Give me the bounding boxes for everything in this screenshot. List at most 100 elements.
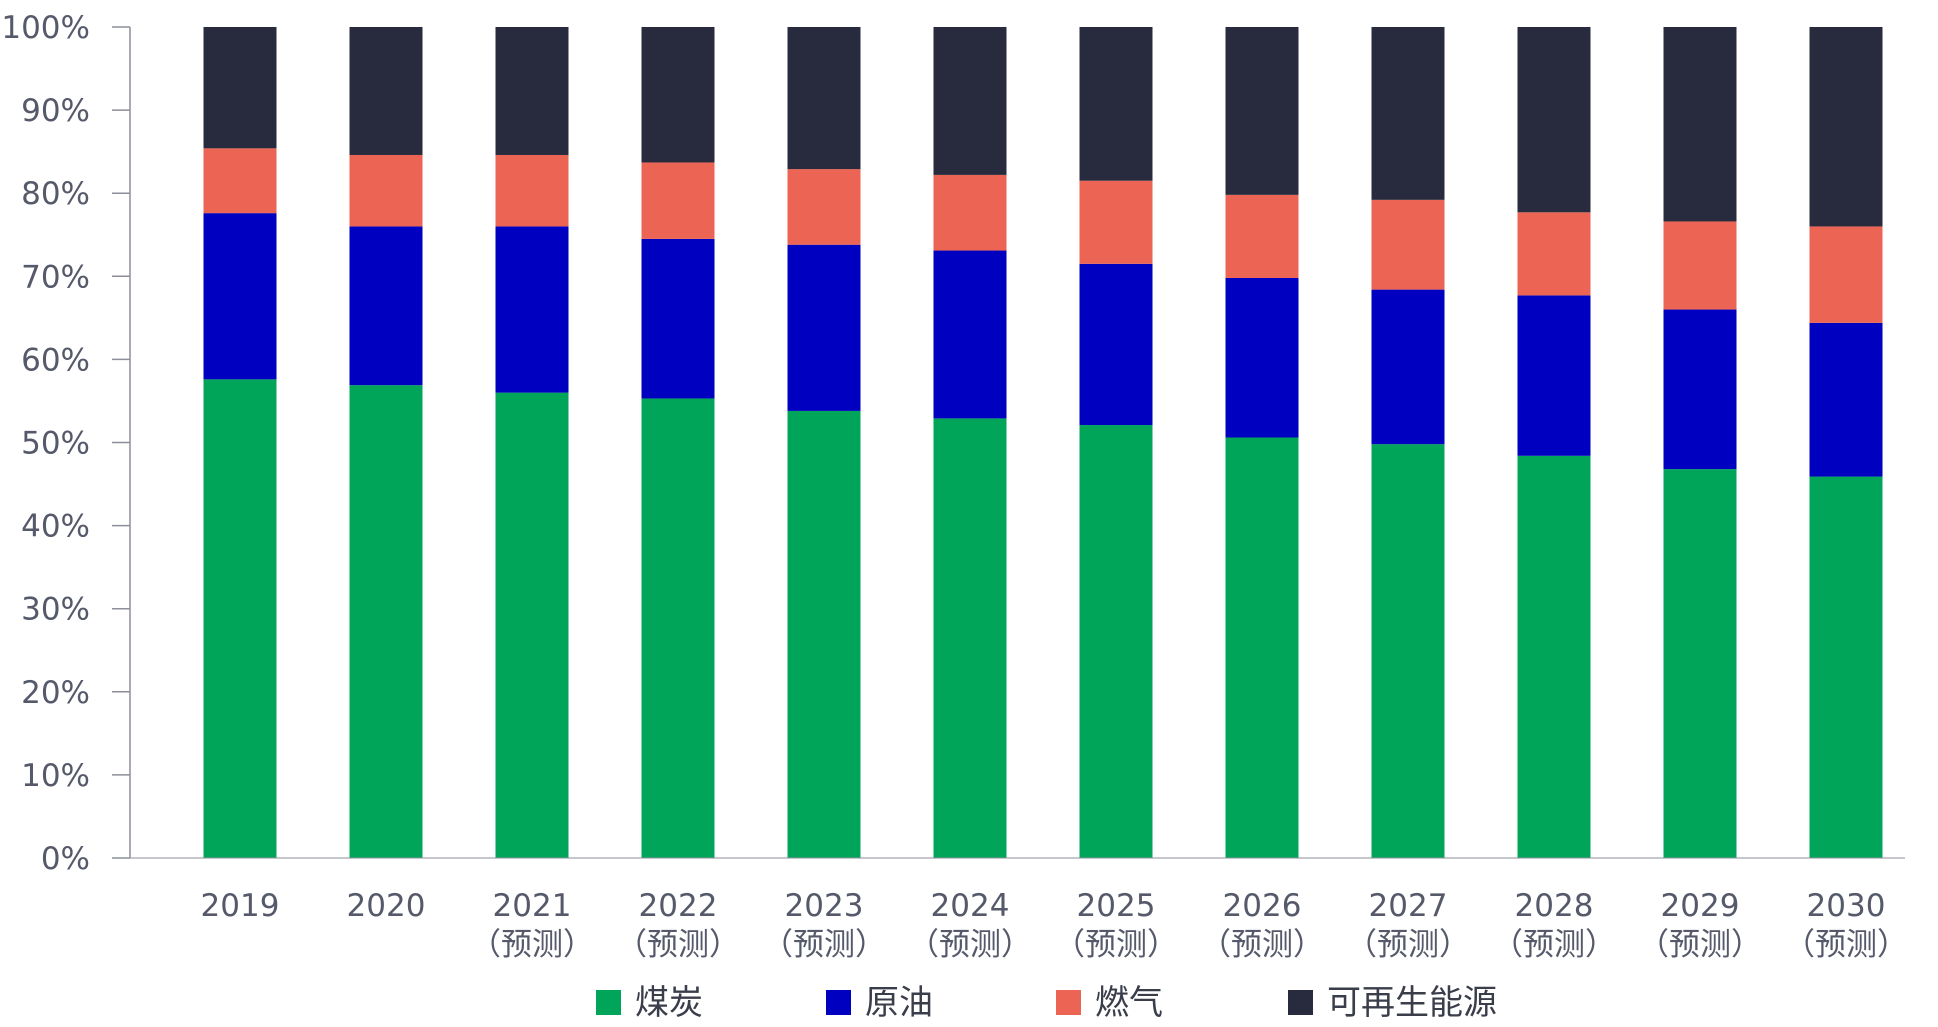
x-tick-label: 2028 (1515, 888, 1594, 924)
bar-segment-4 (1663, 27, 1737, 222)
y-tick-label: 60% (21, 342, 90, 378)
bar-segment-4 (349, 27, 423, 155)
bar-segment-3 (1809, 226, 1883, 323)
x-tick-sublabel: （预测） (1054, 927, 1178, 963)
bar-stack (349, 27, 423, 858)
bar-stack (787, 27, 861, 858)
legend-label: 燃气 (1095, 983, 1163, 1023)
bar-segment-4 (1225, 27, 1299, 195)
bar-stack (1079, 27, 1153, 858)
bar-segment-3 (1225, 194, 1299, 278)
bar-segment-3 (1079, 180, 1153, 264)
bar-segment-2 (1517, 295, 1591, 456)
bar-stack (1517, 27, 1591, 858)
bar-stack (1809, 27, 1883, 858)
bar-segment-1 (1225, 437, 1299, 858)
bar-segment-4 (641, 27, 715, 163)
x-tick-sublabel: （预测） (762, 927, 886, 963)
bar-segment-3 (349, 154, 423, 227)
y-tick-label: 0% (41, 841, 90, 877)
bar-segment-3 (933, 174, 1007, 251)
bar-segment-2 (1371, 289, 1445, 445)
y-axis: 0% 10% 20% 30% 40% 50% 60% 70% 80% 90% 100% (1, 10, 131, 877)
legend-item: 可再生能源 (1288, 983, 1497, 1023)
y-tick-label: 90% (21, 93, 90, 129)
legend-item: 燃气 (1056, 983, 1163, 1023)
x-tick-sublabel: （预测） (1492, 927, 1616, 963)
legend-label: 煤炭 (635, 983, 703, 1023)
bar-segment-3 (641, 162, 715, 239)
bar-segment-3 (1517, 212, 1591, 296)
bar-segment-4 (1517, 27, 1591, 213)
bar-segment-2 (1663, 309, 1737, 470)
x-tick-sublabel: （预测） (1784, 927, 1908, 963)
x-tick-label: 2029 (1661, 888, 1740, 924)
bar-segment-2 (641, 238, 715, 399)
y-tick-label: 80% (21, 176, 90, 212)
bar-segment-1 (1079, 425, 1153, 858)
bar-segment-2 (933, 250, 1007, 419)
bar-segment-2 (203, 213, 277, 380)
legend-swatch (1288, 990, 1313, 1015)
legend-item: 煤炭 (596, 983, 703, 1023)
x-tick-label: 2027 (1369, 888, 1448, 924)
y-tick-label: 20% (21, 675, 90, 711)
bar-segment-1 (1809, 476, 1883, 858)
legend-label: 可再生能源 (1327, 983, 1497, 1023)
bar-segment-4 (1079, 27, 1153, 181)
bar-segment-3 (787, 169, 861, 245)
bar-segment-3 (1663, 221, 1737, 310)
x-tick-label: 2026 (1223, 888, 1302, 924)
bar-stack (203, 27, 277, 858)
bar-stack (933, 27, 1007, 858)
y-tick-label: 40% (21, 509, 90, 545)
legend-label: 原油 (865, 983, 933, 1023)
bar-segment-4 (1371, 27, 1445, 200)
bar-segment-1 (787, 410, 861, 858)
x-tick-label: 2022 (639, 888, 718, 924)
bar-segment-2 (1809, 322, 1883, 477)
x-tick-label: 2023 (785, 888, 864, 924)
bar-segment-1 (1517, 455, 1591, 858)
bar-segment-1 (349, 385, 423, 858)
bar-stack (1663, 27, 1737, 858)
bar-segment-2 (787, 244, 861, 411)
bar-segment-4 (203, 27, 277, 149)
y-tick-label: 50% (21, 426, 90, 462)
bar-segment-1 (1663, 469, 1737, 858)
bar-segment-1 (933, 418, 1007, 858)
x-tick-sublabel: （预测） (1200, 927, 1324, 963)
bar-segment-3 (495, 154, 569, 227)
bar-segment-2 (1225, 277, 1299, 438)
legend-swatch (826, 990, 851, 1015)
x-tick-sublabel: （预测） (908, 927, 1032, 963)
bar-segment-2 (1079, 263, 1153, 426)
bar-segment-3 (203, 148, 277, 214)
bar-segment-1 (641, 398, 715, 858)
y-tick-label: 70% (21, 259, 90, 295)
x-tick-label: 2030 (1807, 888, 1886, 924)
bar-stack (641, 27, 715, 858)
x-tick-sublabel: （预测） (470, 927, 594, 963)
x-tick-label: 2024 (931, 888, 1010, 924)
bar-segment-1 (1371, 444, 1445, 858)
legend-swatch (596, 990, 621, 1015)
x-tick-sublabel: （预测） (616, 927, 740, 963)
x-tick-label: 2020 (347, 888, 426, 924)
y-tick-label: 10% (21, 758, 90, 794)
bar-stack (1371, 27, 1445, 858)
x-tick-label: 2019 (201, 888, 280, 924)
bar-segment-4 (787, 27, 861, 170)
x-axis: 2019 2020 2021（预测）2022（预测）2023（预测）2024（预测）… (130, 857, 1908, 963)
bar-stack (495, 27, 569, 858)
bar-segment-1 (203, 379, 277, 858)
bar-segment-1 (495, 392, 569, 858)
legend: 煤炭 原油 燃气 可再生能源 (596, 983, 1497, 1023)
x-tick-sublabel: （预测） (1346, 927, 1470, 963)
bar-stack (1225, 27, 1299, 858)
x-tick-sublabel: （预测） (1638, 927, 1762, 963)
bar-segment-4 (1809, 27, 1883, 227)
x-tick-label: 2021 (493, 888, 572, 924)
bar-segment-3 (1371, 199, 1445, 290)
